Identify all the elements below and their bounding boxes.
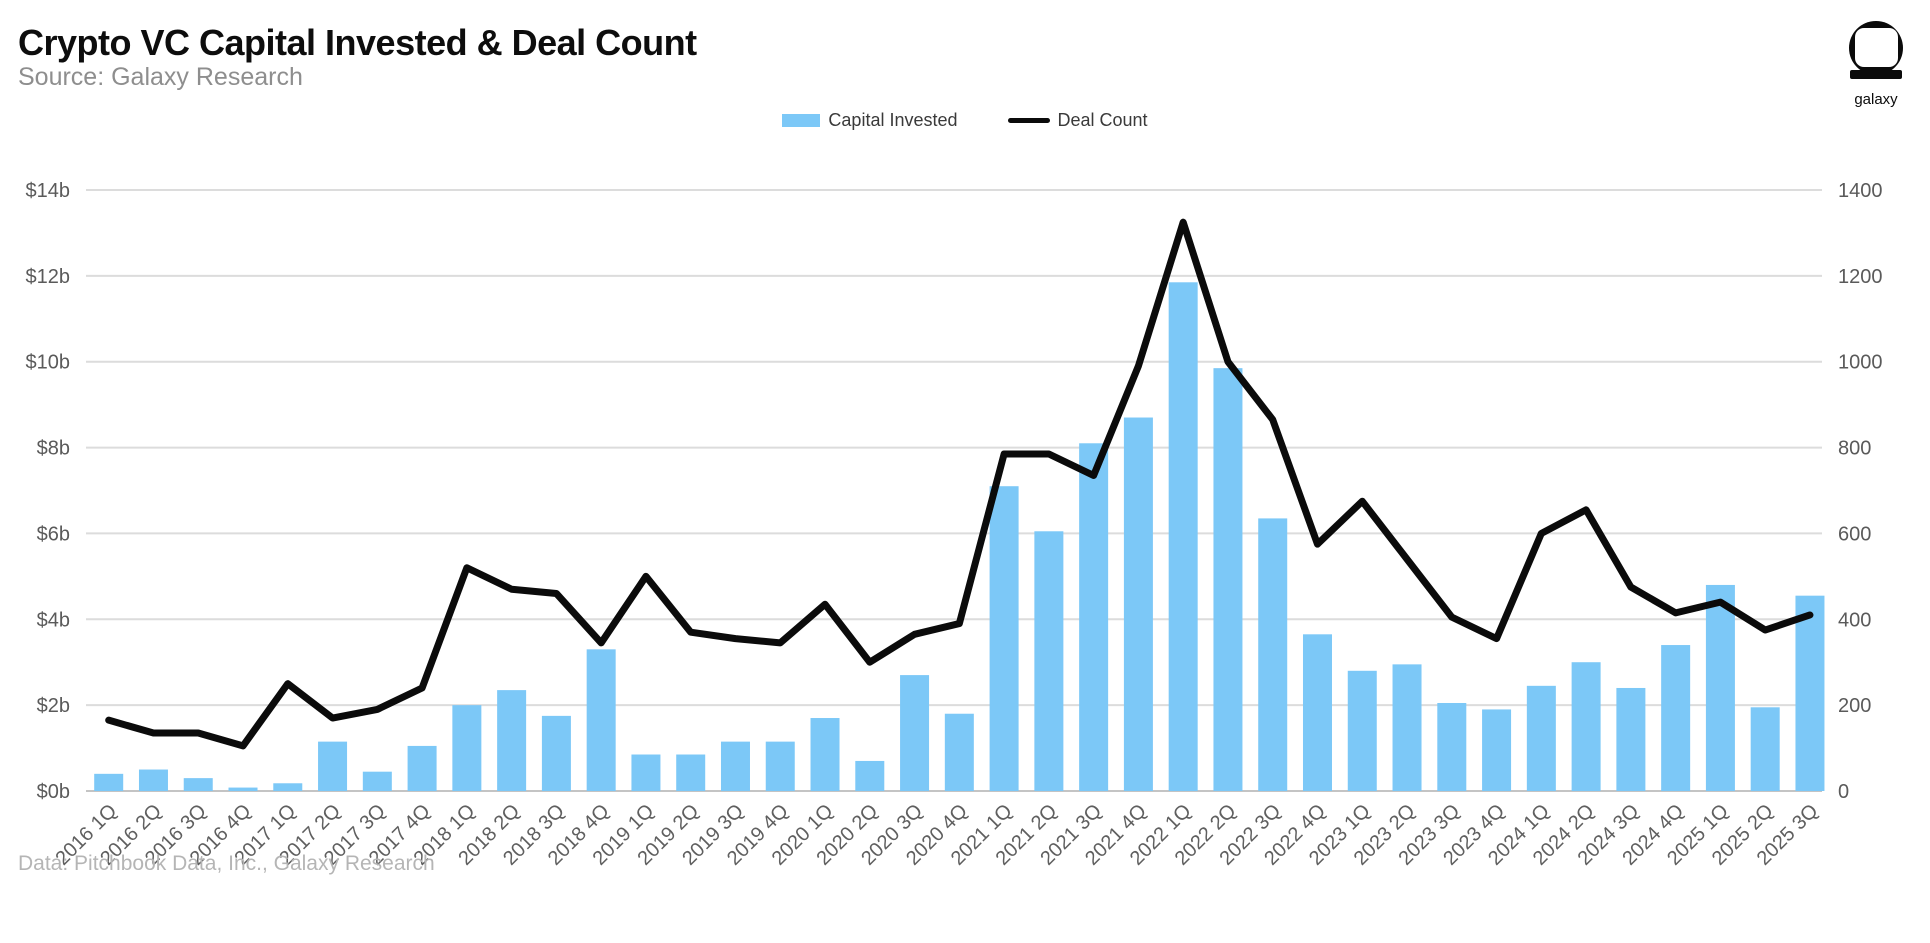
right-axis-tick-label: 600 xyxy=(1838,523,1871,545)
bar-2022-3Q xyxy=(1258,518,1288,791)
bar-2019-3Q xyxy=(720,741,750,791)
left-axis-tick-label: $14b xyxy=(26,180,71,202)
bar-2021-4Q xyxy=(1123,417,1153,791)
deal-count-line xyxy=(105,218,1814,750)
bar-2025-3Q xyxy=(1795,595,1825,791)
bar-2019-1Q xyxy=(631,754,661,791)
right-axis-tick-label: 1400 xyxy=(1838,180,1883,202)
bar-2017-4Q xyxy=(407,745,437,791)
bar-2017-2Q xyxy=(318,741,348,791)
bar-2022-1Q xyxy=(1168,282,1198,791)
left-axis-tick-label: $2b xyxy=(37,695,70,717)
bar-2020-4Q xyxy=(944,713,974,791)
left-axis-tick-label: $0b xyxy=(37,781,70,803)
bar-2019-2Q xyxy=(676,754,706,791)
galaxy-logo: galaxy xyxy=(1838,16,1914,110)
right-axis-tick-label: 0 xyxy=(1838,781,1849,803)
left-axis-tick-label: $4b xyxy=(37,609,70,631)
page-subtitle: Source: Galaxy Research xyxy=(18,63,303,91)
bar-2023-4Q xyxy=(1482,709,1512,791)
logo-visor xyxy=(1855,28,1898,67)
bar-2025-2Q xyxy=(1750,707,1780,791)
bar-2018-2Q xyxy=(497,690,527,791)
bar-2018-1Q xyxy=(452,705,482,791)
legend-item-capital-invested: Capital Invested xyxy=(782,110,958,131)
legend-swatch-capital xyxy=(782,114,821,127)
bar-2016-1Q xyxy=(94,773,124,791)
bar-2023-2Q xyxy=(1392,664,1422,791)
left-axis-tick-label: $8b xyxy=(37,438,70,460)
bar-2017-3Q xyxy=(362,771,392,791)
bar-2022-4Q xyxy=(1302,634,1332,791)
bar-2024-1Q xyxy=(1526,685,1556,791)
bar-2024-4Q xyxy=(1661,645,1691,791)
data-attribution: Data: Pitchbook Data, Inc., Galaxy Resea… xyxy=(18,852,435,875)
combo-chart: $0b 0 $2b 200 $4b 400 $6b 600 $8b 800 $10b 1000 $12b… xyxy=(26,180,1883,870)
bar-2020-3Q xyxy=(900,675,930,791)
bar-2018-3Q xyxy=(541,715,571,791)
left-axis-tick-label: $10b xyxy=(26,352,71,374)
legend-label-capital: Capital Invested xyxy=(828,110,958,130)
bar-2024-3Q xyxy=(1616,687,1646,791)
bar-2023-1Q xyxy=(1347,670,1377,791)
right-axis-tick-label: 1200 xyxy=(1838,266,1883,288)
bar-2019-4Q xyxy=(765,741,795,791)
bar-2016-2Q xyxy=(138,769,168,791)
left-axis-tick-label: $12b xyxy=(26,266,71,288)
bar-2024-2Q xyxy=(1571,662,1601,791)
legend-label-deal-count: Deal Count xyxy=(1057,110,1148,130)
bar-2021-2Q xyxy=(1034,531,1064,791)
right-axis-tick-label: 1000 xyxy=(1838,352,1883,374)
bar-2022-2Q xyxy=(1213,368,1243,791)
bar-2020-1Q xyxy=(810,718,840,791)
bar-2017-1Q xyxy=(273,783,303,791)
right-axis-tick-label: 800 xyxy=(1838,438,1871,460)
chart-legend: Capital Invested Deal Count xyxy=(0,110,1930,131)
bar-2023-3Q xyxy=(1437,702,1467,791)
bar-2020-2Q xyxy=(855,760,885,791)
page-title: Crypto VC Capital Invested & Deal Count xyxy=(18,22,697,63)
left-axis-tick-label: $6b xyxy=(37,523,70,545)
right-axis-tick-label: 200 xyxy=(1838,695,1871,717)
right-axis-tick-label: 400 xyxy=(1838,609,1871,631)
bar-2016-3Q xyxy=(183,778,213,791)
logo-wordmark: galaxy xyxy=(1854,91,1898,108)
bar-2021-3Q xyxy=(1079,443,1109,791)
galaxy-logo-icon: galaxy xyxy=(1849,21,1903,108)
bar-2016-4Q xyxy=(228,787,258,791)
legend-item-deal-count: Deal Count xyxy=(1007,110,1148,131)
bar-2021-1Q xyxy=(989,486,1019,791)
bar-2018-4Q xyxy=(586,649,616,791)
legend-swatch-deal-count xyxy=(1007,118,1050,123)
logo-base-bar xyxy=(1850,70,1902,79)
bar-2025-1Q xyxy=(1705,584,1735,791)
